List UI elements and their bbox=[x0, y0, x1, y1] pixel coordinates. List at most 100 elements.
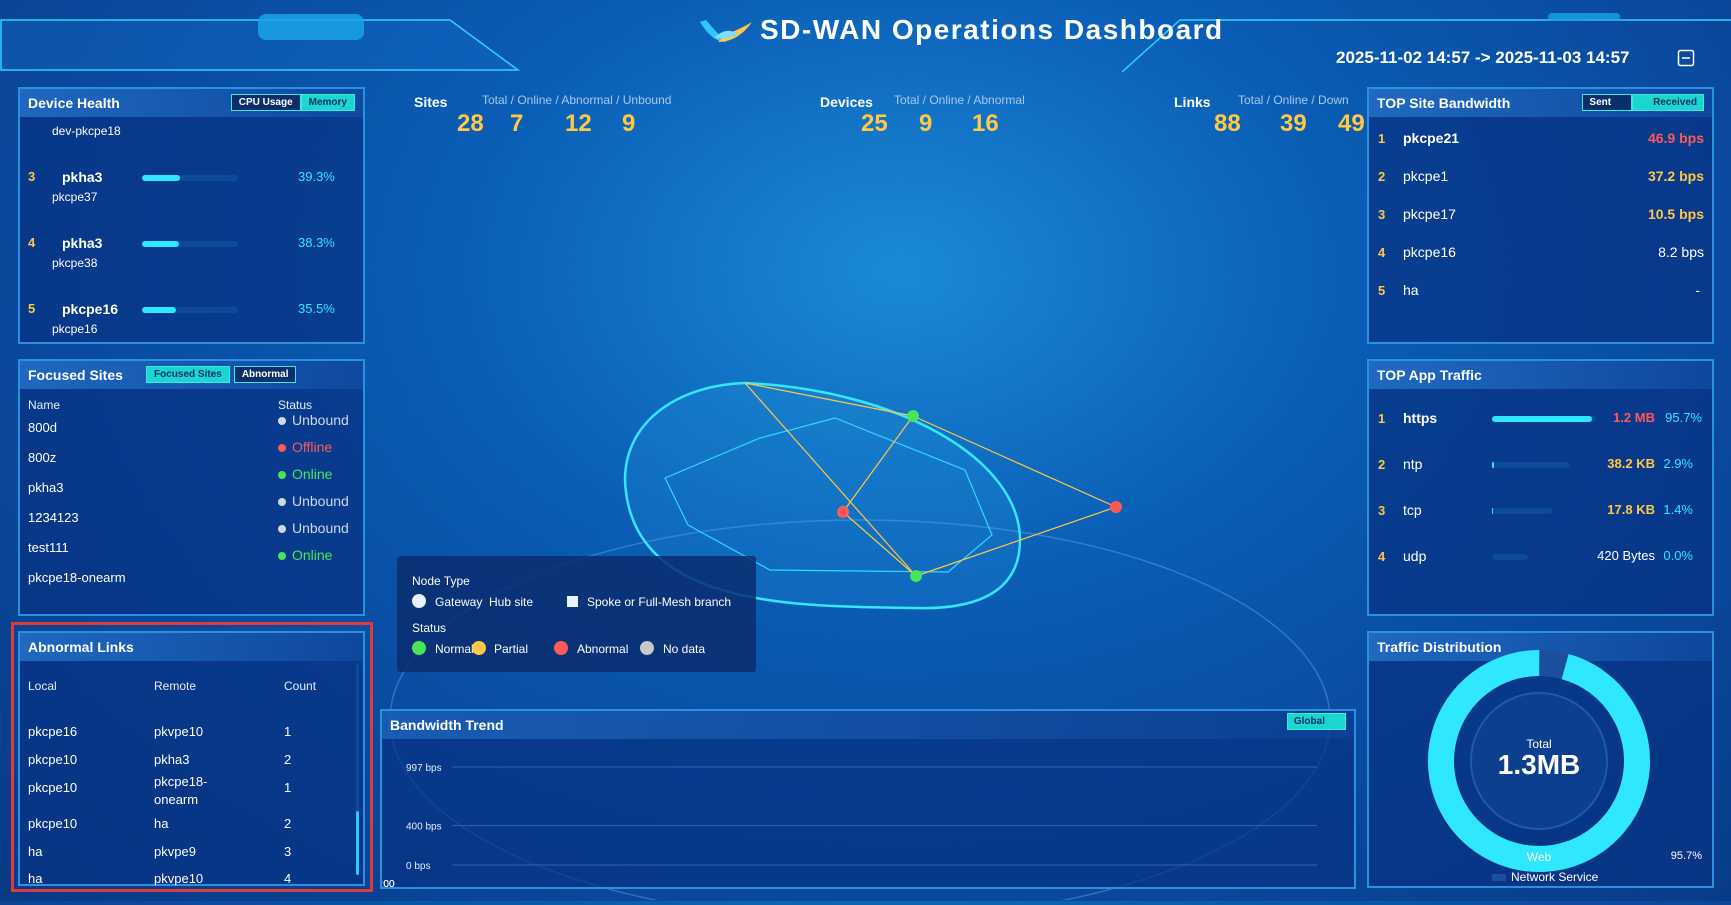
remote-cell: pkvpe10 bbox=[154, 871, 204, 886]
tab-cpu-usage[interactable]: CPU Usage bbox=[230, 94, 301, 111]
network-service-swatch bbox=[1492, 874, 1506, 881]
traffic-bar-fill bbox=[1492, 416, 1592, 422]
site-status: Offline bbox=[278, 439, 332, 455]
device-health-title: Device Health bbox=[28, 95, 120, 111]
column-local-header: Local bbox=[28, 679, 57, 693]
focused-sites-header: Focused Sites Focused Sites Abnormal bbox=[20, 361, 363, 389]
brand-logo-icon bbox=[700, 20, 752, 42]
stat-sites-label: Sites bbox=[414, 94, 448, 110]
bandwidth-trend-chart[interactable]: 997 bps 400 bps 0 bps 16:0020:0000:0004:000… bbox=[382, 737, 1354, 887]
donut-center bbox=[1470, 692, 1608, 830]
donut-total-value: 1.3MB bbox=[1497, 749, 1581, 780]
site-name[interactable]: pkha3 bbox=[28, 480, 64, 495]
traffic-donut-chart[interactable] bbox=[1419, 641, 1659, 881]
usage-bar-fill bbox=[142, 307, 177, 313]
bandwidth-trend-title: Bandwidth Trend bbox=[390, 717, 504, 733]
site-name: pkcpe17 bbox=[1403, 206, 1456, 222]
y-tick-label: 997 bps bbox=[406, 763, 442, 774]
bandwidth-value: 46.9 bps bbox=[1647, 130, 1704, 146]
remote-cell: pkcpe18-onearm bbox=[154, 774, 208, 807]
x-tick-label: 00:00 bbox=[382, 879, 395, 887]
site-name[interactable]: 800d bbox=[28, 420, 57, 435]
site-name[interactable]: test111 bbox=[28, 540, 69, 555]
status-label: Unbound bbox=[292, 493, 349, 509]
device-name: pkha3 bbox=[62, 235, 103, 251]
topology-node-abnormal[interactable] bbox=[1110, 501, 1122, 513]
time-range[interactable]: 2025-11-02 14:57 -> 2025-11-03 14:57 bbox=[1336, 48, 1630, 67]
status-label: Unbound bbox=[292, 520, 349, 536]
status-label: Online bbox=[292, 466, 333, 482]
usage-percent: 39.3% bbox=[298, 169, 335, 184]
donut-web-label: Web bbox=[1526, 850, 1552, 864]
rank-number: 4 bbox=[1378, 549, 1386, 564]
rank-number: 3 bbox=[28, 169, 36, 184]
status-dot-icon bbox=[278, 525, 286, 534]
device-subname: pkcpe16 bbox=[52, 322, 98, 336]
tab-focused-sites[interactable]: Focused Sites bbox=[146, 366, 230, 383]
legend-normal: Normal bbox=[435, 642, 474, 656]
traffic-distribution-title: Traffic Distribution bbox=[1377, 639, 1502, 655]
site-name: pkcpe16 bbox=[1403, 244, 1456, 260]
abnormal-links-highlight bbox=[11, 622, 373, 892]
topology-node-normal[interactable] bbox=[907, 410, 919, 422]
status-partial-icon bbox=[472, 641, 486, 655]
count-cell: 2 bbox=[284, 816, 292, 831]
bandwidth-value: 8.2 bps bbox=[1658, 244, 1704, 260]
topology-map[interactable] bbox=[380, 340, 1360, 905]
header-pill-right bbox=[1548, 13, 1620, 21]
topology-link bbox=[842, 415, 914, 513]
table-scrollbar-thumb[interactable] bbox=[356, 811, 359, 875]
site-name: pkcpe21 bbox=[1403, 130, 1460, 146]
topology-node-normal[interactable] bbox=[910, 570, 922, 582]
bandwidth-trend-tabs: Global bbox=[1286, 713, 1346, 730]
rank-number: 2 bbox=[1378, 169, 1386, 184]
traffic-size: 17.8 KB bbox=[1607, 502, 1655, 517]
site-name: ha bbox=[1403, 282, 1419, 298]
local-cell: pkcpe10 bbox=[28, 752, 78, 767]
device-name: pkha3 bbox=[62, 169, 103, 185]
stat-links-sub: Total / Online / Down bbox=[1238, 93, 1349, 107]
stat-links-total: 88 bbox=[1214, 110, 1241, 137]
site-name[interactable]: 1234123 bbox=[28, 510, 79, 525]
abnormal-links-title: Abnormal Links bbox=[28, 639, 134, 655]
site-name[interactable]: pkcpe18-onearm bbox=[28, 570, 126, 585]
traffic-percent: 1.4% bbox=[1663, 502, 1693, 517]
count-cell: 3 bbox=[284, 844, 292, 859]
traffic-bar-fill bbox=[1492, 462, 1495, 468]
usage-bar-fill bbox=[142, 241, 179, 247]
traffic-percent: 95.7% bbox=[1665, 410, 1702, 425]
stat-links-online: 39 bbox=[1280, 110, 1307, 137]
fullscreen-toggle-icon[interactable] bbox=[1677, 49, 1695, 67]
tab-received[interactable]: Received bbox=[1632, 94, 1704, 111]
count-cell: 4 bbox=[284, 871, 292, 886]
rank-number: 4 bbox=[1378, 245, 1386, 260]
device-health-first-subtitle: dev-pkcpe18 bbox=[52, 124, 121, 138]
spoke-node-icon bbox=[567, 596, 578, 607]
device-subname: pkcpe37 bbox=[52, 190, 98, 204]
app-name: ntp bbox=[1403, 456, 1423, 472]
bandwidth-trend-header: Bandwidth Trend Global bbox=[382, 711, 1354, 739]
tab-memory[interactable]: Memory bbox=[300, 94, 355, 111]
legend-gateway: Gateway bbox=[435, 595, 483, 609]
traffic-size: 420 Bytes bbox=[1597, 548, 1655, 563]
local-cell: ha bbox=[28, 844, 43, 859]
site-status: Unbound bbox=[278, 412, 349, 428]
topology-link bbox=[842, 511, 917, 577]
legend-no-data: No data bbox=[663, 642, 706, 656]
table-scrollbar[interactable] bbox=[356, 663, 359, 875]
bandwidth-trend-panel: Bandwidth Trend Global 997 bps 400 bps 0 b… bbox=[380, 709, 1356, 889]
tab-sent[interactable]: Sent bbox=[1582, 94, 1633, 111]
usage-bar bbox=[142, 241, 238, 247]
stat-sites-unbound: 9 bbox=[622, 110, 636, 137]
brand-logo bbox=[698, 16, 754, 46]
status-label: Online bbox=[292, 547, 333, 563]
device-subname: pkcpe38 bbox=[52, 256, 98, 270]
top-site-bandwidth-title: TOP Site Bandwidth bbox=[1377, 95, 1511, 111]
site-name[interactable]: 800z bbox=[28, 450, 57, 465]
tab-global[interactable]: Global bbox=[1286, 713, 1346, 730]
tab-abnormal[interactable]: Abnormal bbox=[233, 366, 297, 383]
legend-status-title: Status bbox=[412, 621, 447, 635]
topology-node-abnormal[interactable] bbox=[837, 506, 849, 518]
traffic-bar bbox=[1492, 416, 1596, 422]
column-name-header: Name bbox=[28, 398, 61, 412]
